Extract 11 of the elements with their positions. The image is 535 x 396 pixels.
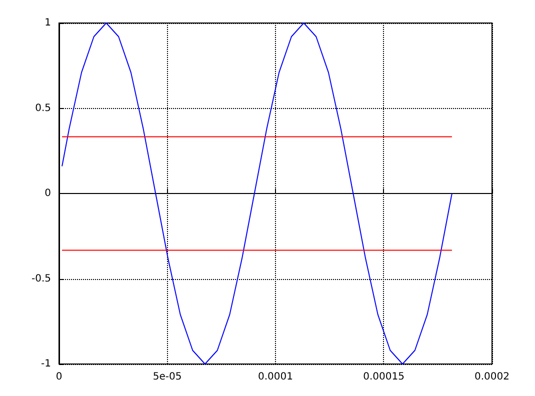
line-series (62, 22, 452, 364)
y-tick-label: 0 (44, 188, 51, 199)
x-tick-label: 5e-05 (152, 372, 182, 382)
x-tick-label: 0.0002 (474, 372, 510, 382)
x-tick-label: 0 (56, 372, 62, 382)
y-tick-label: -0.5 (31, 273, 51, 284)
y-tick-label: -1 (41, 358, 51, 370)
x-tick-label: 0.00015 (363, 372, 404, 382)
x-tick-label: 0.0001 (258, 372, 293, 382)
y-tick-label: 1 (44, 18, 51, 28)
y-tick-label: 0.5 (35, 102, 51, 114)
